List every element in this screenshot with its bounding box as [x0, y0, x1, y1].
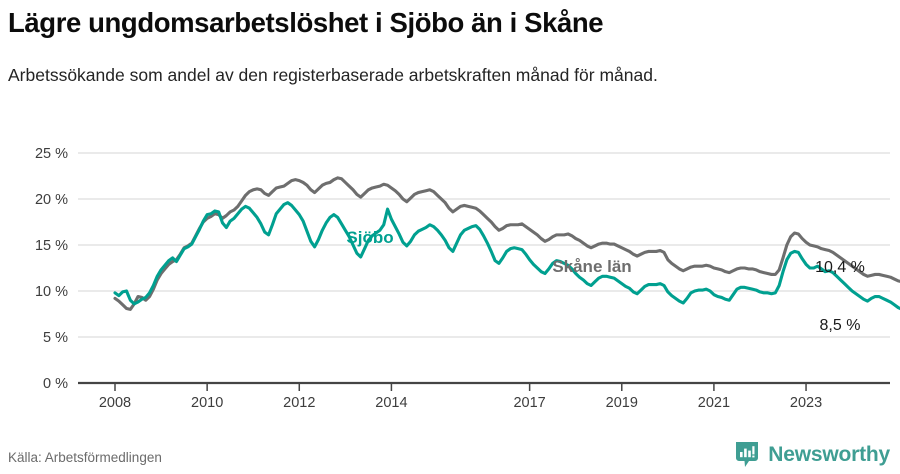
end-value-label-sjobo: 8,5 %	[820, 317, 861, 334]
x-axis-ticks	[114, 383, 807, 391]
x-axis-tick-label: 2021	[698, 395, 730, 411]
series-line-sjobo	[113, 201, 900, 311]
x-axis-tick-label: 2023	[790, 395, 822, 411]
gridlines	[78, 152, 890, 338]
bar-chart-bubble-icon	[734, 441, 760, 469]
series-label-sjobo: Sjöbo	[346, 228, 393, 247]
y-axis-tick-label: 5 %	[43, 330, 68, 346]
x-axis-tick-label: 2010	[191, 395, 223, 411]
y-axis-tick-label: 10 %	[35, 284, 68, 300]
x-axis-tick-label: 2014	[375, 395, 407, 411]
end-value-label-skane: 10,4 %	[815, 259, 865, 276]
y-axis-tick-label: 25 %	[35, 146, 68, 162]
newsworthy-logo[interactable]: Newsworthy	[734, 440, 890, 470]
y-axis-tick-labels: 0 % 5 % 10 % 15 % 20 % 25 %	[35, 146, 68, 392]
x-axis-tick-label: 2019	[606, 395, 638, 411]
x-axis-tick-label: 2008	[99, 395, 131, 411]
brand-name: Newsworthy	[768, 443, 890, 466]
y-axis-tick-label: 15 %	[35, 238, 68, 254]
series-line-skane	[113, 176, 900, 311]
y-axis-tick-label: 0 %	[43, 376, 68, 392]
x-axis-tick-label: 2017	[513, 395, 545, 411]
chart-subtitle: Arbetssökande som andel av den registerb…	[8, 65, 658, 85]
x-axis-tick-labels: 2008 2010 2012 2014 2017 2019 2021 2023	[99, 395, 822, 411]
chart-title: Lägre ungdomsarbetslöshet i Sjöbo än i S…	[8, 7, 604, 38]
series-lines	[113, 176, 900, 311]
series-label-skane: Skåne län	[552, 257, 631, 276]
source-note: Källa: Arbetsförmedlingen	[8, 450, 162, 465]
x-axis-tick-label: 2012	[283, 395, 315, 411]
y-axis-tick-label: 20 %	[35, 192, 68, 208]
annotation-layer: Sjöbo Skåne län 10,4 % 8,5 %	[346, 228, 865, 334]
